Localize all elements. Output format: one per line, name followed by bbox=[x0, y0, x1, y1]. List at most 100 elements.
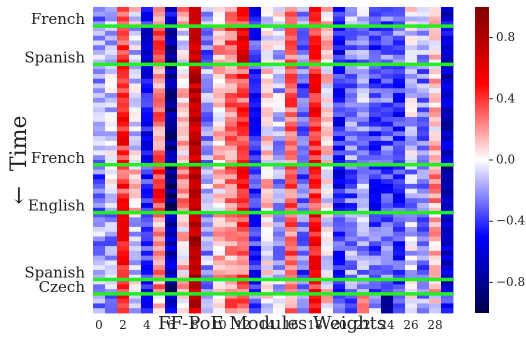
heatmap-cell bbox=[93, 303, 106, 309]
heatmap-cell bbox=[201, 93, 214, 99]
heatmap-cell bbox=[117, 126, 130, 132]
heatmap-cell bbox=[129, 112, 142, 118]
heatmap-cell bbox=[417, 21, 430, 27]
heatmap-cell bbox=[153, 78, 166, 84]
heatmap-cell bbox=[237, 155, 250, 161]
heatmap-cell bbox=[177, 11, 190, 17]
heatmap-cell bbox=[153, 131, 166, 137]
heatmap-cell bbox=[237, 303, 250, 309]
heatmap-cell bbox=[309, 64, 322, 70]
heatmap-cell bbox=[297, 217, 310, 223]
heatmap-cell bbox=[321, 284, 334, 290]
heatmap-cell bbox=[369, 54, 382, 60]
heatmap-cell bbox=[405, 11, 418, 17]
heatmap-cell bbox=[309, 97, 322, 104]
heatmap-cell bbox=[321, 35, 334, 41]
heatmap-cell bbox=[153, 11, 166, 17]
heatmap-cell bbox=[201, 207, 214, 213]
heatmap-cell bbox=[429, 21, 442, 27]
heatmap-cell bbox=[117, 45, 130, 51]
heatmap-cell bbox=[381, 203, 394, 209]
heatmap-cell bbox=[201, 54, 214, 60]
heatmap-cell bbox=[153, 164, 166, 170]
heatmap-cell bbox=[177, 250, 190, 257]
heatmap-cell bbox=[177, 198, 190, 204]
heatmap-cell bbox=[381, 160, 394, 166]
heatmap-cell bbox=[297, 222, 310, 228]
heatmap-cell bbox=[273, 303, 286, 309]
heatmap-cell bbox=[177, 255, 190, 261]
heatmap-cell bbox=[285, 255, 298, 261]
heatmap-cell bbox=[105, 45, 118, 51]
heatmap-cell bbox=[273, 222, 286, 228]
heatmap-cell bbox=[429, 88, 442, 94]
heatmap-cell bbox=[189, 88, 202, 94]
heatmap-cell bbox=[261, 241, 274, 247]
heatmap-cell bbox=[309, 160, 322, 166]
heatmap-cell bbox=[249, 59, 262, 65]
heatmap-cell bbox=[153, 231, 166, 237]
heatmap-cell bbox=[429, 40, 442, 46]
heatmap-cell bbox=[429, 298, 442, 304]
heatmap-cell bbox=[165, 236, 178, 242]
heatmap-cell bbox=[261, 78, 274, 84]
heatmap-cell bbox=[297, 131, 310, 137]
heatmap-cell bbox=[405, 145, 418, 151]
heatmap-cell bbox=[441, 35, 454, 41]
heatmap-cell bbox=[297, 102, 310, 108]
heatmap-cell bbox=[345, 217, 358, 223]
heatmap-cell bbox=[117, 217, 130, 223]
heatmap-cell bbox=[129, 236, 142, 242]
heatmap-cell bbox=[429, 145, 442, 151]
heatmap-cell bbox=[333, 93, 346, 99]
heatmap-cell bbox=[153, 207, 166, 213]
heatmap-cell bbox=[297, 303, 310, 309]
heatmap-cell bbox=[249, 179, 262, 185]
heatmap-cell bbox=[105, 16, 118, 22]
heatmap-cell bbox=[381, 16, 394, 22]
heatmap-cell bbox=[237, 7, 250, 13]
heatmap-cell bbox=[153, 93, 166, 99]
heatmap-cell bbox=[345, 7, 358, 13]
language-boundary-lines bbox=[93, 24, 453, 296]
heatmap-cell bbox=[369, 231, 382, 237]
heatmap-cell bbox=[393, 289, 406, 295]
heatmap-cell bbox=[381, 83, 394, 89]
heatmap-cell bbox=[93, 231, 106, 237]
heatmap-cell bbox=[189, 121, 202, 127]
heatmap-cell bbox=[429, 226, 442, 233]
heatmap-cell bbox=[429, 212, 442, 218]
heatmap-cell bbox=[249, 107, 262, 113]
heatmap-cell bbox=[237, 150, 250, 156]
heatmap-cell bbox=[369, 26, 382, 32]
heatmap-cell bbox=[333, 246, 346, 252]
heatmap-cell bbox=[285, 45, 298, 51]
heatmap-cell bbox=[357, 30, 370, 37]
heatmap-cell bbox=[153, 246, 166, 252]
heatmap-cell bbox=[441, 250, 454, 257]
heatmap-cell bbox=[237, 289, 250, 295]
heatmap-cell bbox=[117, 145, 130, 151]
heatmap-cell bbox=[369, 308, 382, 314]
heatmap-cell bbox=[249, 35, 262, 41]
heatmap-cell bbox=[345, 64, 358, 70]
heatmap-cell bbox=[417, 102, 430, 108]
heatmap-cell bbox=[393, 107, 406, 113]
heatmap-cell bbox=[261, 269, 274, 276]
heatmap-cell bbox=[321, 11, 334, 17]
heatmap-cell bbox=[189, 222, 202, 228]
heatmap-cell bbox=[153, 121, 166, 127]
heatmap-cell bbox=[321, 160, 334, 166]
heatmap-cell bbox=[393, 54, 406, 60]
heatmap-cell bbox=[429, 112, 442, 118]
heatmap-cell bbox=[345, 241, 358, 247]
heatmap-cell bbox=[285, 188, 298, 194]
heatmap-cell bbox=[213, 164, 226, 170]
heatmap-cell bbox=[141, 54, 154, 60]
heatmap-cell bbox=[393, 203, 406, 209]
heatmap-cell bbox=[177, 30, 190, 37]
heatmap-cell bbox=[117, 241, 130, 247]
heatmap-cell bbox=[309, 102, 322, 108]
heatmap-cell bbox=[213, 250, 226, 257]
heatmap-cell bbox=[369, 40, 382, 46]
